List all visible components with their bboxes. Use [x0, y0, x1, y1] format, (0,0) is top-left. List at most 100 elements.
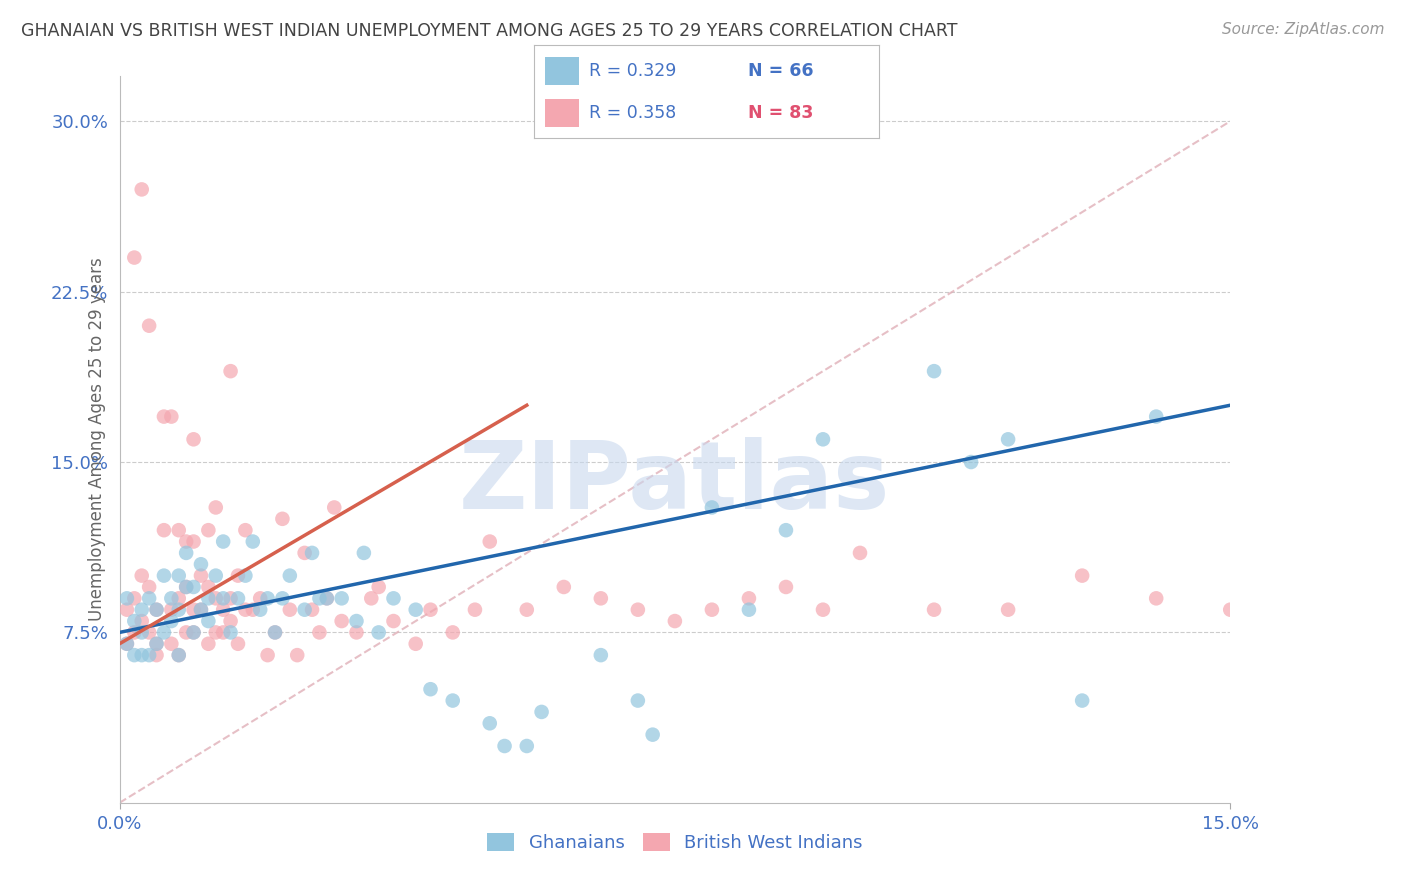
- Point: [441, 625, 464, 640]
- Point: [226, 591, 249, 606]
- Point: [641, 728, 664, 742]
- Point: [301, 603, 323, 617]
- Point: [153, 568, 176, 582]
- Point: [419, 603, 441, 617]
- Text: N = 66: N = 66: [748, 62, 813, 79]
- Point: [478, 534, 501, 549]
- Point: [849, 546, 872, 560]
- Point: [922, 364, 945, 378]
- Point: [464, 603, 486, 617]
- Point: [235, 568, 257, 582]
- Point: [124, 591, 146, 606]
- Point: [124, 648, 146, 662]
- Point: [922, 603, 945, 617]
- Point: [308, 591, 330, 606]
- Point: [138, 648, 160, 662]
- Point: [190, 558, 212, 572]
- Point: [219, 625, 242, 640]
- Text: GHANAIAN VS BRITISH WEST INDIAN UNEMPLOYMENT AMONG AGES 25 TO 29 YEARS CORRELATI: GHANAIAN VS BRITISH WEST INDIAN UNEMPLOY…: [21, 22, 957, 40]
- Text: R = 0.358: R = 0.358: [589, 104, 676, 122]
- Point: [167, 568, 190, 582]
- Point: [167, 603, 190, 617]
- Point: [212, 625, 235, 640]
- Point: [124, 251, 146, 265]
- Point: [190, 603, 212, 617]
- Point: [997, 432, 1019, 446]
- Point: [256, 648, 278, 662]
- Text: ZIPatlas: ZIPatlas: [460, 437, 890, 529]
- Point: [264, 625, 287, 640]
- Point: [367, 625, 389, 640]
- Point: [419, 682, 441, 697]
- Point: [700, 603, 723, 617]
- Point: [183, 580, 205, 594]
- Point: [367, 580, 389, 594]
- Point: [174, 534, 197, 549]
- Point: [775, 523, 797, 537]
- Point: [530, 705, 553, 719]
- Point: [183, 534, 205, 549]
- Point: [138, 580, 160, 594]
- Point: [294, 603, 316, 617]
- Point: [138, 591, 160, 606]
- Point: [249, 603, 271, 617]
- Point: [174, 625, 197, 640]
- Point: [131, 614, 153, 628]
- Y-axis label: Unemployment Among Ages 25 to 29 years: Unemployment Among Ages 25 to 29 years: [87, 258, 105, 621]
- Point: [212, 603, 235, 617]
- Point: [664, 614, 686, 628]
- Point: [115, 637, 138, 651]
- Point: [226, 637, 249, 651]
- Point: [153, 523, 176, 537]
- Point: [167, 523, 190, 537]
- Point: [138, 318, 160, 333]
- Point: [405, 603, 427, 617]
- Point: [145, 603, 167, 617]
- Point: [285, 648, 308, 662]
- Point: [197, 614, 219, 628]
- Point: [278, 568, 301, 582]
- Point: [494, 739, 516, 753]
- Point: [167, 591, 190, 606]
- Point: [589, 648, 612, 662]
- Point: [278, 603, 301, 617]
- Point: [160, 603, 183, 617]
- Point: [242, 534, 264, 549]
- Point: [197, 637, 219, 651]
- Point: [235, 603, 257, 617]
- Point: [330, 614, 353, 628]
- Text: Source: ZipAtlas.com: Source: ZipAtlas.com: [1222, 22, 1385, 37]
- Point: [219, 364, 242, 378]
- Point: [160, 614, 183, 628]
- Point: [204, 500, 226, 515]
- Point: [131, 568, 153, 582]
- Point: [124, 625, 146, 640]
- Point: [204, 568, 226, 582]
- Point: [1071, 693, 1094, 707]
- Point: [441, 693, 464, 707]
- Point: [197, 591, 219, 606]
- Point: [131, 182, 153, 196]
- Point: [131, 603, 153, 617]
- Point: [242, 603, 264, 617]
- Point: [183, 603, 205, 617]
- Point: [1071, 568, 1094, 582]
- Point: [323, 500, 346, 515]
- Point: [271, 512, 294, 526]
- Point: [131, 625, 153, 640]
- Point: [204, 591, 226, 606]
- Point: [271, 591, 294, 606]
- Point: [197, 580, 219, 594]
- Point: [174, 580, 197, 594]
- Point: [738, 591, 761, 606]
- Text: N = 83: N = 83: [748, 104, 813, 122]
- Point: [256, 591, 278, 606]
- FancyBboxPatch shape: [544, 57, 579, 85]
- Point: [160, 637, 183, 651]
- Point: [382, 591, 405, 606]
- Point: [553, 580, 575, 594]
- Point: [167, 648, 190, 662]
- Point: [124, 614, 146, 628]
- Point: [153, 409, 176, 424]
- Point: [183, 625, 205, 640]
